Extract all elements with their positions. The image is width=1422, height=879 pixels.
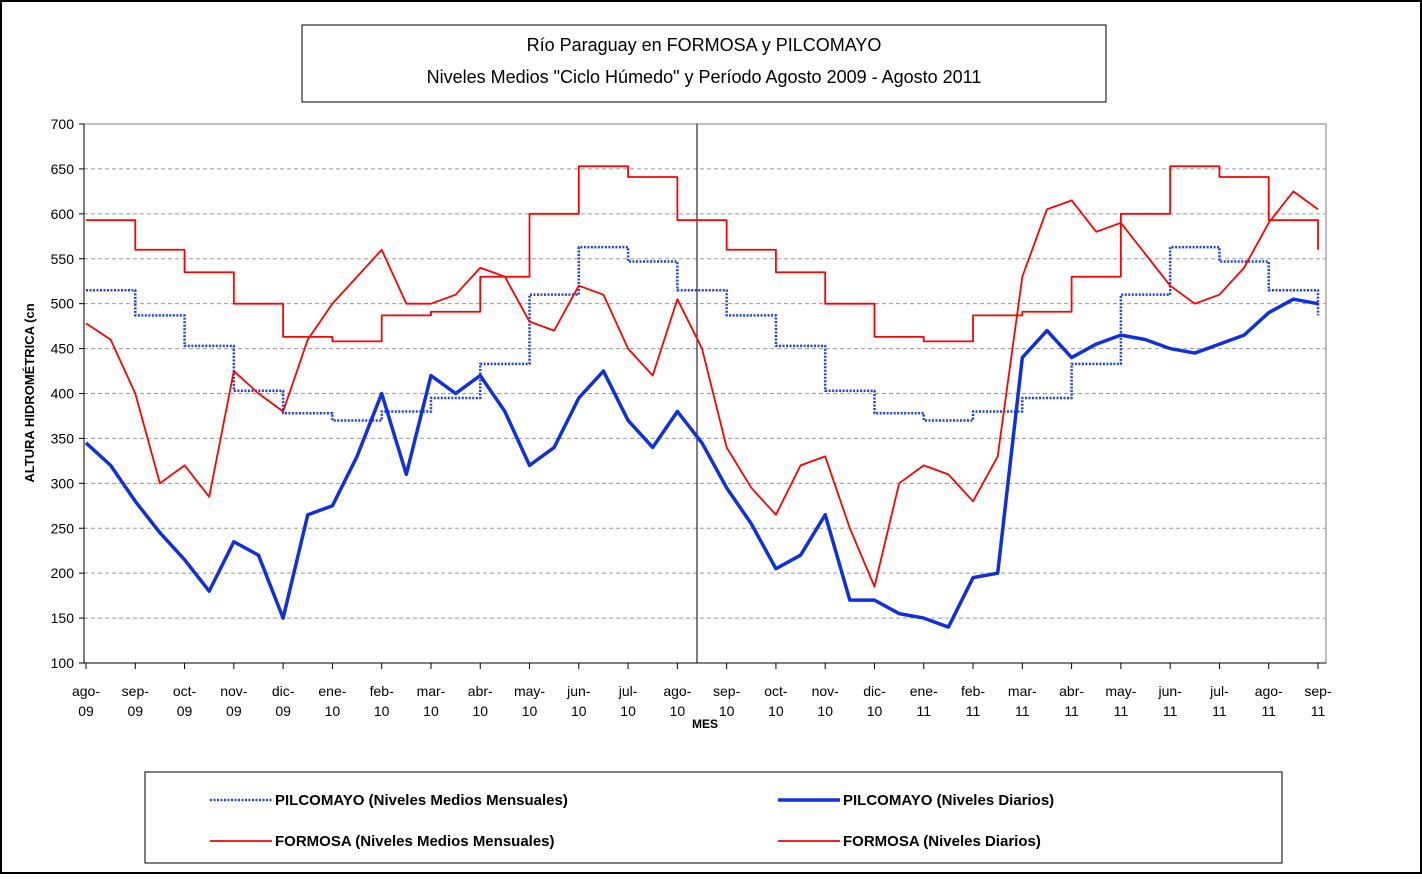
legend-label: FORMOSA (Niveles Medios Mensuales) [275,833,555,850]
x-tick-label: abr-11 [1059,683,1084,719]
x-tick-label: ene-10 [318,683,346,719]
data-line [85,190,1319,588]
x-tick-label: may-11 [1105,683,1136,719]
y-tick-label: 100 [51,655,75,671]
legend-box [144,771,1283,864]
x-tick-label: oct-10 [764,683,788,719]
y-tick-label: 700 [51,116,75,132]
y-tick-label: 650 [51,161,75,177]
y-axis-label: ALTURA HIDROMÉTRICA (cn [22,303,37,482]
data-line [84,297,1319,629]
x-tick-label: feb-11 [961,683,985,719]
x-tick-label: sep-11 [1304,683,1332,719]
x-tick-label: abr-10 [468,683,493,719]
x-tick-label: jul-10 [618,683,638,719]
x-tick-label: oct-09 [173,683,197,719]
x-tick-label: dic-10 [863,683,886,719]
x-tick-label: ago-10 [663,683,691,719]
x-tick-label: sep-09 [122,683,150,719]
data-line [86,165,1319,343]
chart-title: Río Paraguay en FORMOSA y PILCOMAYO [527,35,882,55]
x-tick-label: jun-10 [566,683,591,719]
x-tick-label: nov-09 [220,683,248,719]
x-tick-label: mar-10 [417,683,446,719]
chart-subtitle: Niveles Medios "Ciclo Húmedo" y Período … [427,67,982,87]
data-line [86,245,1320,422]
plot-area: 100 150 200 250 300 350 400 450 500 550 600 650 700 a… [51,116,1332,719]
legend-label: FORMOSA (Niveles Diarios) [843,833,1041,850]
x-axis-label: MES [692,717,718,731]
y-tick-label: 550 [51,251,75,267]
title-box [301,24,1107,103]
x-tick-label: jun-11 [1157,683,1182,719]
x-tick-label: nov-10 [812,683,840,719]
y-tick-label: 200 [51,565,75,581]
x-tick-label: ene-11 [910,683,938,719]
x-tick-label: dic-09 [272,683,295,719]
y-tick-label: 500 [51,296,75,312]
x-tick-label: sep-10 [713,683,741,719]
legend-label: PILCOMAYO (Niveles Medios Mensuales) [275,792,568,809]
y-tick-label: 400 [51,386,75,402]
y-tick-label: 250 [51,520,75,536]
y-tick-label: 450 [51,341,75,357]
x-tick-label: mar-11 [1008,683,1037,719]
y-tick-label: 150 [51,610,75,626]
x-tick-label: ago-09 [72,683,100,719]
x-tick-label: ago-11 [1255,683,1283,719]
x-tick-label: jul-11 [1209,683,1229,719]
legend-label: PILCOMAYO (Niveles Diarios) [843,792,1054,809]
y-tick-label: 600 [51,206,75,222]
x-tick-label: may-10 [514,683,545,719]
y-tick-label: 300 [51,475,75,491]
x-tick-label: feb-10 [370,683,394,719]
y-tick-label: 350 [51,430,75,446]
